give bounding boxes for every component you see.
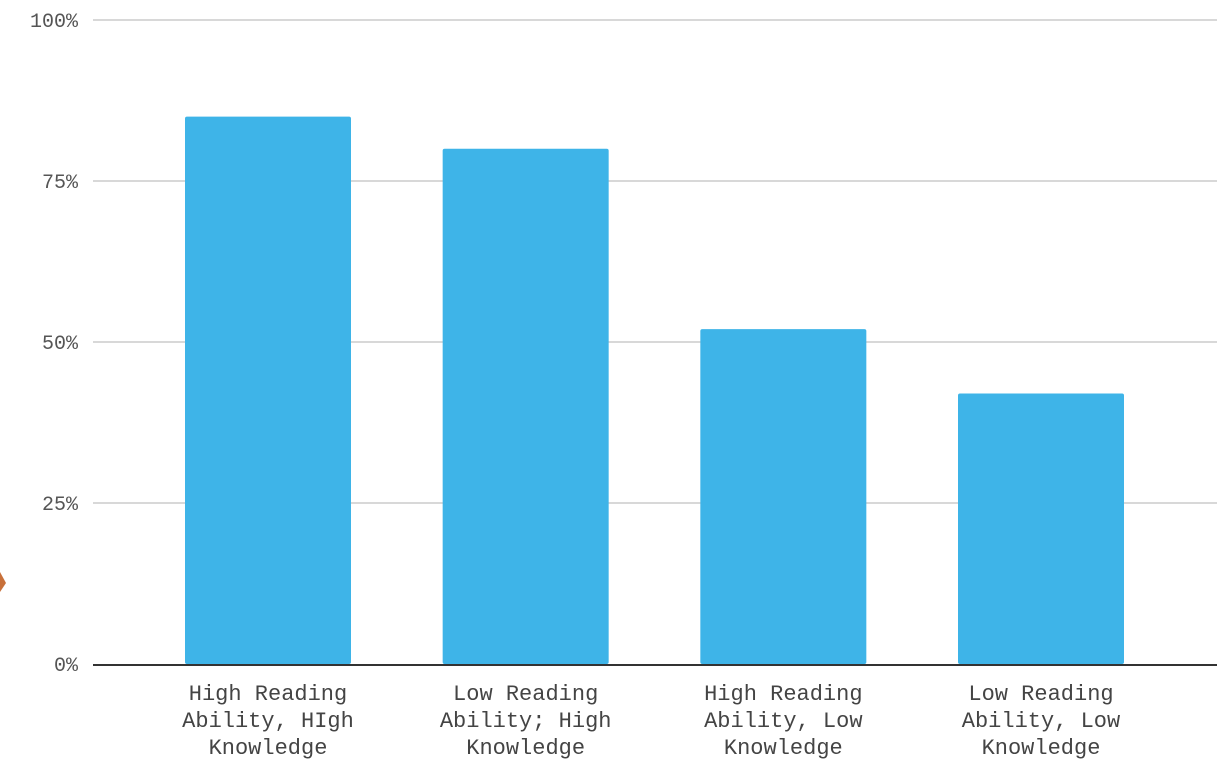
category-label-line: Knowledge	[209, 736, 328, 760]
category-label-line: Knowledge	[982, 736, 1101, 760]
bars	[185, 116, 1124, 665]
y-tick-label: 0%	[54, 655, 79, 678]
category-label-line: Ability, Low	[704, 709, 862, 734]
category-label-1: High Reading Ability, HIgh Knowledge	[182, 682, 354, 760]
y-tick-label: 75%	[42, 172, 79, 195]
category-label-line: Low Reading	[968, 682, 1113, 707]
category-label-4: Low Reading Ability, Low Knowledge	[962, 682, 1120, 760]
y-tick-label: 100%	[30, 11, 79, 34]
y-tick-label: 50%	[42, 333, 79, 356]
category-label-2: Low Reading Ability; High Knowledge	[440, 682, 612, 760]
bar-2	[442, 148, 609, 665]
category-label-line: Low Reading	[453, 682, 598, 707]
category-label-line: Ability; High	[440, 709, 612, 734]
y-axis-tick-labels: 0% 25% 50% 75% 100%	[30, 11, 79, 678]
category-label-line: High Reading	[189, 682, 347, 707]
category-label-line: Ability, HIgh	[182, 709, 354, 734]
category-label-line: Knowledge	[466, 736, 585, 760]
bar-1	[185, 116, 351, 665]
bar-4	[958, 393, 1124, 664]
category-label-line: Knowledge	[724, 736, 843, 760]
category-label-line: High Reading	[704, 682, 862, 707]
y-tick-label: 25%	[42, 494, 79, 517]
category-label-line: Ability, Low	[962, 709, 1120, 734]
category-label-3: High Reading Ability, Low Knowledge	[704, 682, 862, 760]
edge-artifact-mark	[0, 572, 6, 592]
bar-3	[700, 329, 867, 664]
